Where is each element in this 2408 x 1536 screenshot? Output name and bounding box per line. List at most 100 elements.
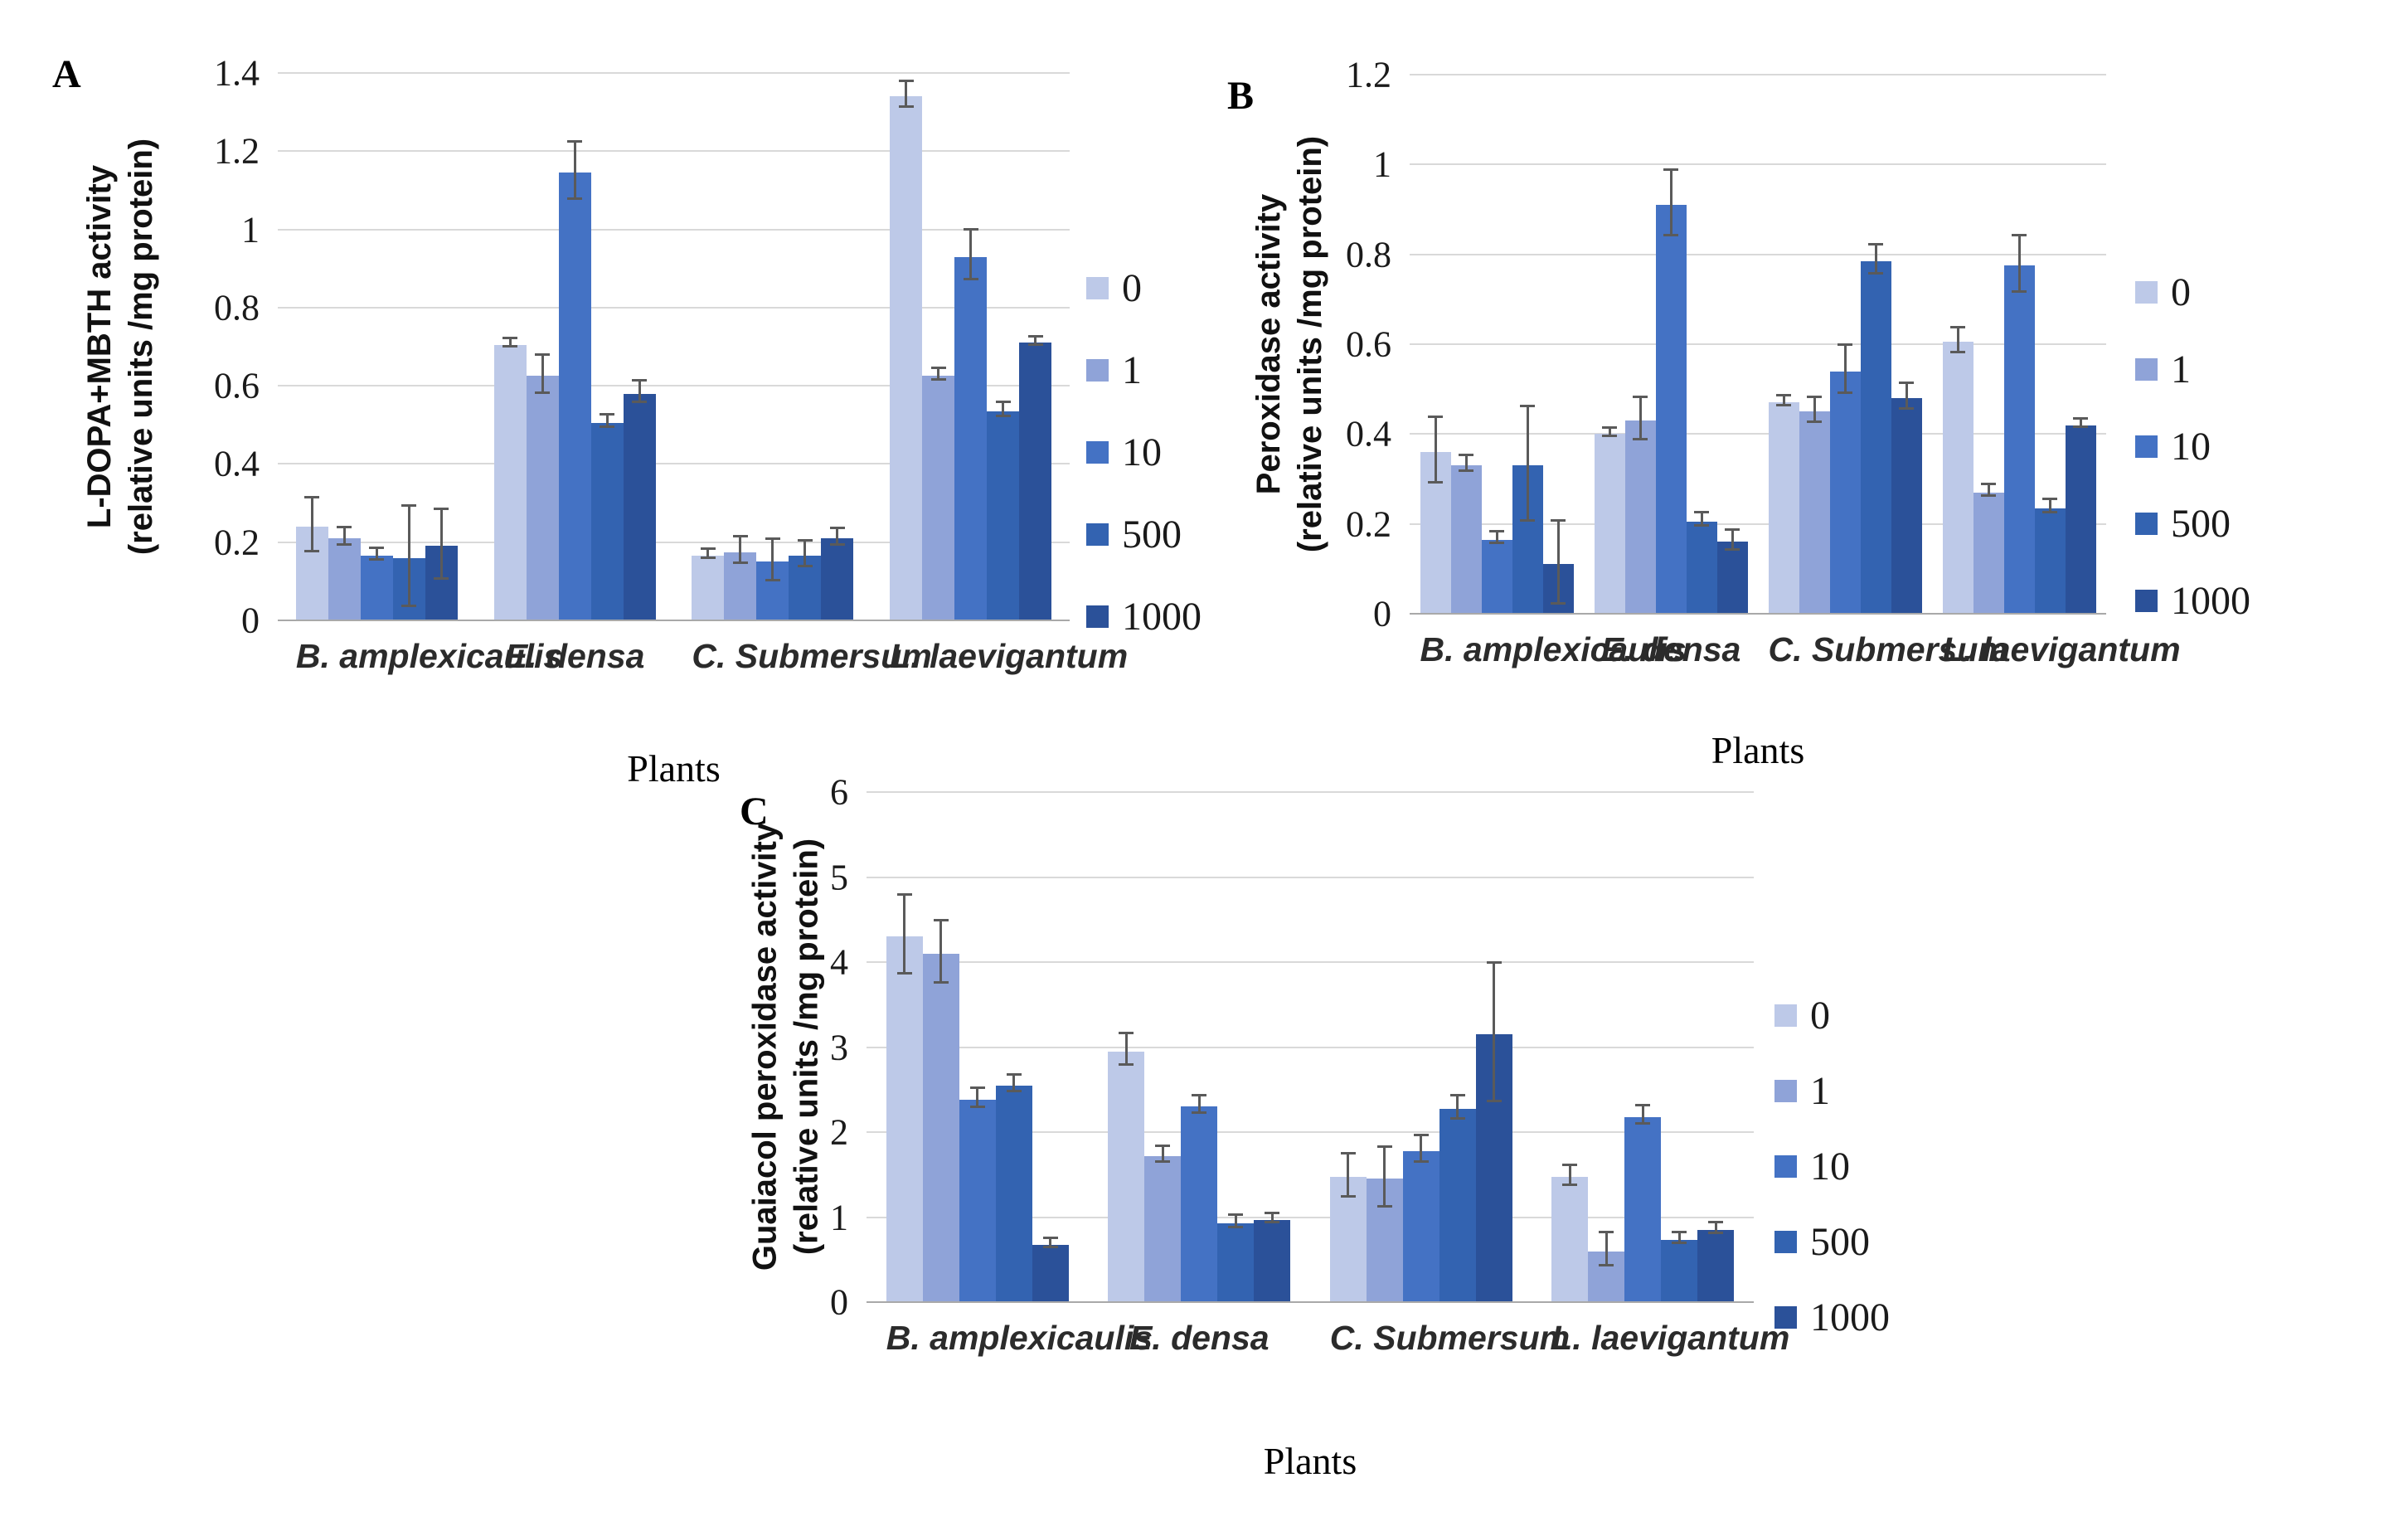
error-bar bbox=[765, 537, 780, 581]
error-bar bbox=[1376, 1145, 1392, 1208]
error-bar bbox=[1633, 395, 1648, 441]
y-tick-label: 1 bbox=[241, 209, 260, 250]
legend-item: 0 bbox=[2135, 270, 2250, 315]
y-axis-title-line1: Guaiacol peroxidase activity bbox=[746, 822, 784, 1271]
bar-slot bbox=[1144, 792, 1182, 1302]
bar-dose-10 bbox=[1655, 205, 1687, 614]
error-bar bbox=[401, 503, 417, 607]
error-bar bbox=[337, 525, 352, 547]
bar-slot bbox=[425, 73, 458, 620]
chart-panel-c: C Guaiacol peroxidase activity (relative… bbox=[697, 772, 1990, 1534]
bar-groups bbox=[867, 792, 1754, 1302]
error-bar bbox=[1838, 343, 1852, 394]
legend-label: 1 bbox=[1810, 1069, 1830, 1113]
legend-label: 1 bbox=[2171, 348, 2191, 391]
y-tick-label: 0 bbox=[1373, 593, 1391, 634]
category-label: B. amplexicaulis bbox=[886, 1319, 1153, 1357]
bar-group bbox=[1551, 792, 1735, 1302]
bar-dose-1 bbox=[526, 376, 559, 620]
bar-dose-10 bbox=[959, 1100, 996, 1302]
y-tick-label: 4 bbox=[830, 941, 848, 983]
y-tick-label: 0.4 bbox=[214, 443, 260, 484]
plot-area: 0 1 2 3 4 5 6 bbox=[830, 772, 1754, 1323]
error-bar bbox=[933, 918, 949, 984]
error-bar bbox=[732, 535, 748, 564]
error-bar bbox=[1562, 1164, 1578, 1186]
bar-slot bbox=[1019, 73, 1052, 620]
bar-dose-500 bbox=[1686, 521, 1717, 614]
bar-slot bbox=[558, 73, 591, 620]
bar-slot bbox=[922, 792, 959, 1302]
category-label: L. laevigantum bbox=[1942, 630, 2181, 668]
y-axis-title-line1: L-DOPA+MBTH activity bbox=[81, 164, 118, 529]
bar-slot bbox=[590, 73, 624, 620]
error-bar bbox=[700, 547, 716, 559]
gridline bbox=[1410, 253, 2106, 255]
bar-slot bbox=[1768, 75, 1799, 614]
legend-label: 500 bbox=[1122, 513, 1182, 557]
panel-letter-c: C bbox=[740, 790, 769, 834]
chart-panel-a: A L-DOPA+MBTH activity (relative units /… bbox=[46, 17, 1256, 813]
y-tick-label: 1 bbox=[830, 1197, 848, 1237]
error-bar bbox=[2073, 417, 2088, 428]
bar-slot bbox=[1594, 75, 1625, 614]
legend-item: 500 bbox=[1774, 1219, 1890, 1265]
legend-item: 10 bbox=[1086, 430, 1202, 475]
bar-slot bbox=[922, 73, 955, 620]
error-bar bbox=[1265, 1211, 1280, 1223]
bar-slot bbox=[1697, 792, 1735, 1302]
bar-slot bbox=[886, 792, 923, 1302]
error-bar bbox=[1694, 511, 1709, 527]
bar-slot bbox=[1624, 75, 1656, 614]
bar-dose-10 bbox=[1829, 371, 1861, 614]
gridline bbox=[1410, 433, 2106, 435]
x-category-labels: B. amplexicaulis E. densa C. Submersum L. l… bbox=[867, 1319, 1790, 1358]
bar-slot bbox=[1108, 792, 1145, 1302]
bar-slot bbox=[623, 73, 656, 620]
bar-slot bbox=[1420, 75, 1451, 614]
gridline bbox=[278, 228, 1070, 231]
x-axis-line bbox=[1410, 613, 2106, 615]
y-tick-label: 0 bbox=[830, 1281, 848, 1323]
legend: 0 1 10 500 1000 bbox=[2135, 270, 2250, 624]
gridline bbox=[867, 1216, 1754, 1218]
bar-dose-10 bbox=[558, 173, 591, 620]
y-tick-label: 0.8 bbox=[214, 287, 260, 328]
y-axis-title-line2: (relative units /mg protein) bbox=[1292, 135, 1328, 553]
legend: 0 1 10 500 1000 bbox=[1086, 265, 1202, 639]
legend-item: 1000 bbox=[1086, 594, 1202, 639]
bar-dose-1 bbox=[922, 376, 955, 620]
error-bar bbox=[1672, 1231, 1687, 1245]
bar-slot bbox=[493, 73, 527, 620]
category-label: E. densa bbox=[1129, 1319, 1270, 1357]
bar-slot bbox=[1481, 75, 1512, 614]
y-axis-title-line1: Peroxidase activity bbox=[1250, 193, 1287, 495]
bar-dose-500 bbox=[1661, 1240, 1698, 1302]
category-label: E. densa bbox=[1600, 630, 1741, 668]
bar-dose-500 bbox=[1217, 1222, 1255, 1302]
bar-slot bbox=[392, 73, 425, 620]
legend-label: 500 bbox=[2171, 502, 2231, 546]
bar-dose-1000 bbox=[2065, 425, 2096, 614]
bar-group bbox=[692, 73, 854, 620]
bar-dose-1 bbox=[1624, 420, 1656, 614]
error-bar bbox=[632, 378, 648, 404]
x-axis-title: Plants bbox=[627, 747, 721, 790]
legend-item: 1000 bbox=[1774, 1295, 1890, 1340]
bar-group bbox=[1594, 75, 1748, 614]
legend-swatch bbox=[1774, 1080, 1797, 1102]
bar-slot bbox=[1366, 792, 1403, 1302]
error-bar bbox=[898, 80, 914, 109]
error-bar bbox=[1119, 1032, 1134, 1067]
y-tick-label: 1.4 bbox=[214, 52, 260, 94]
gridline bbox=[1410, 343, 2106, 345]
error-bar bbox=[1413, 1134, 1429, 1163]
y-tick-label: 1.2 bbox=[214, 130, 260, 172]
bar-slot bbox=[821, 73, 854, 620]
bar-group bbox=[886, 792, 1069, 1302]
error-bar bbox=[434, 508, 449, 580]
error-bar bbox=[797, 539, 813, 568]
bar-group bbox=[1108, 792, 1291, 1302]
bar-dose-10 bbox=[1181, 1106, 1218, 1302]
